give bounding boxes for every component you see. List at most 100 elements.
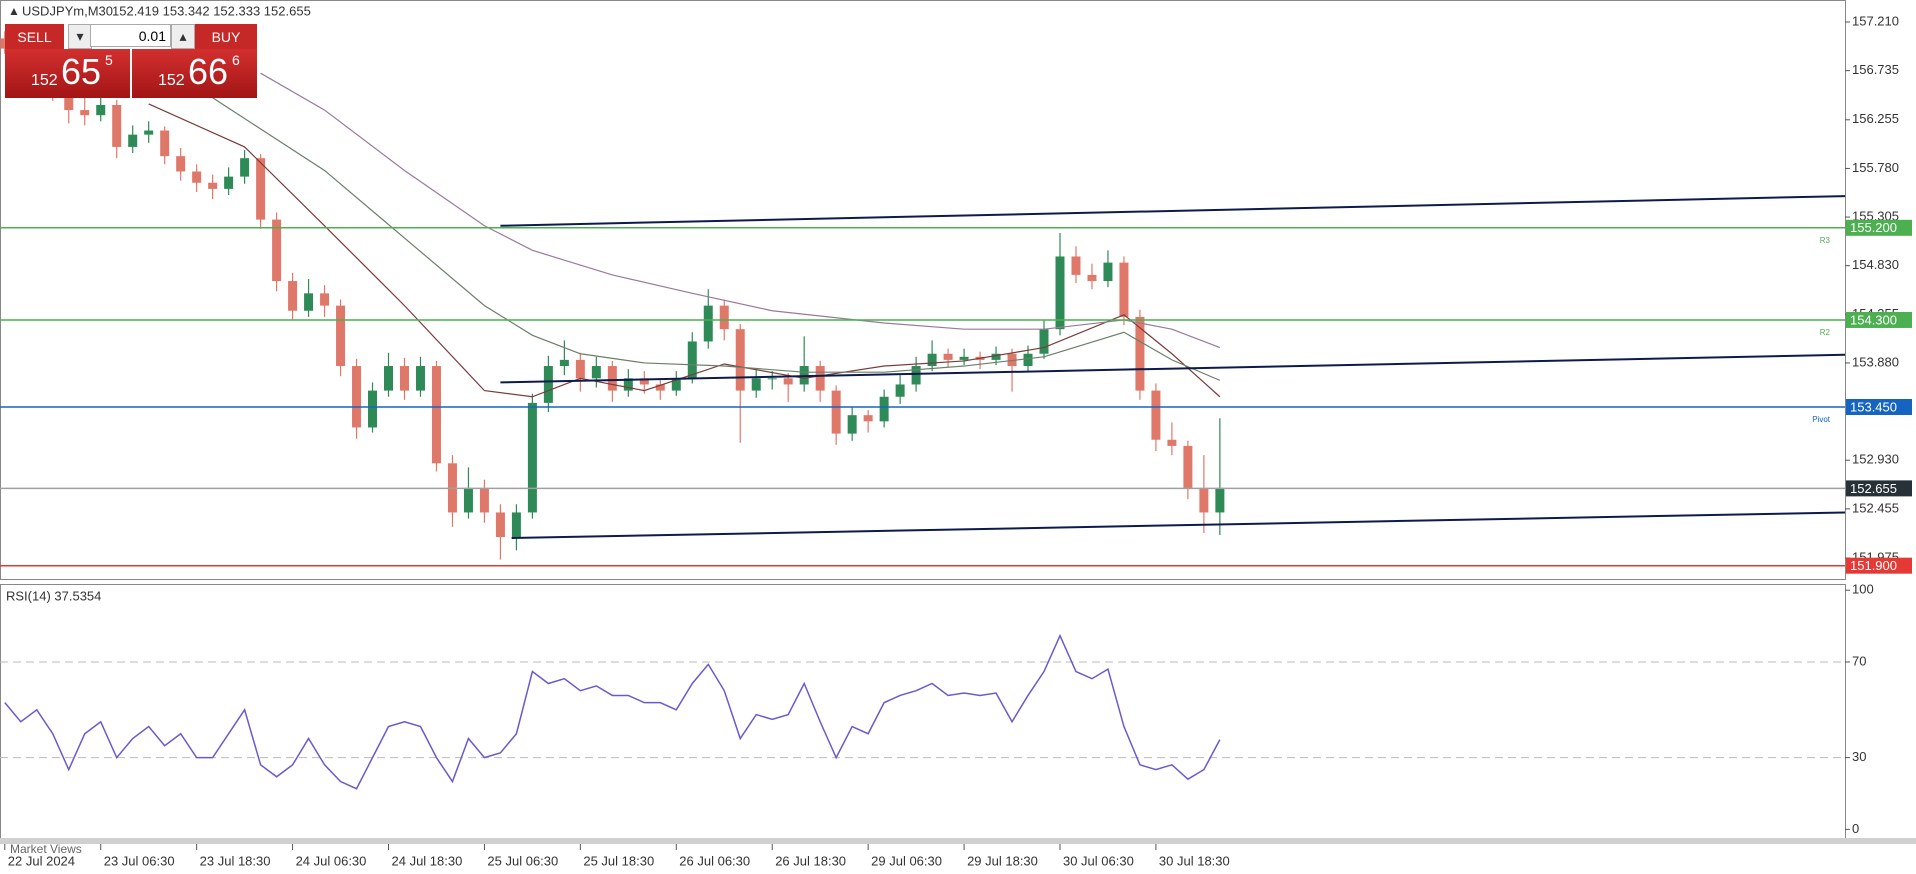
- candle-body: [208, 182, 218, 189]
- candle-body: [927, 353, 937, 367]
- candle-body: [575, 359, 585, 379]
- candle-body: [272, 219, 282, 282]
- candle-body: [1007, 353, 1017, 367]
- candle-body: [0, 38, 10, 49]
- candle-body: [1055, 256, 1065, 330]
- candle-body: [1151, 390, 1161, 440]
- tab-bar: [0, 838, 1916, 844]
- candle-body: [671, 378, 681, 391]
- moving-average: [148, 103, 1221, 398]
- x-tick-label: 23 Jul 18:30: [200, 853, 271, 868]
- candle-body: [240, 158, 250, 177]
- y-tick-label: 152.930: [1852, 452, 1899, 467]
- sell-price[interactable]: 152 65 5: [5, 49, 130, 98]
- candle-body: [384, 366, 394, 391]
- x-tick-label: 23 Jul 06:30: [104, 853, 175, 868]
- x-tick-label: 30 Jul 06:30: [1063, 853, 1134, 868]
- candle-body: [352, 366, 362, 428]
- candle-body: [943, 353, 953, 360]
- trendline: [500, 353, 1846, 384]
- lot-up[interactable]: ▴: [171, 24, 195, 49]
- candle-body: [639, 378, 649, 385]
- header-arrow: ▲: [8, 4, 20, 18]
- candle-body: [607, 366, 617, 391]
- candle-body: [144, 130, 154, 135]
- candle-body: [96, 104, 106, 116]
- moving-average: [212, 97, 1221, 381]
- level-label: 154.300: [1850, 312, 1897, 327]
- level-label: 152.655: [1850, 481, 1897, 496]
- candle-body: [256, 158, 266, 220]
- level-tag: Pivot: [1812, 415, 1831, 424]
- level-label-box: [1846, 557, 1912, 574]
- candle-body: [623, 378, 633, 391]
- candle-body: [543, 366, 553, 403]
- y-tick-label: 154.830: [1852, 257, 1899, 272]
- candle-body: [415, 366, 425, 391]
- y-tick-label: 156.735: [1852, 62, 1899, 77]
- candle-body: [1167, 439, 1177, 446]
- x-tick-label: 26 Jul 06:30: [679, 853, 750, 868]
- candle-body: [783, 378, 793, 385]
- level-label: 151.900: [1850, 558, 1897, 573]
- candle-body: [847, 415, 857, 434]
- level-label: 155.200: [1850, 220, 1897, 235]
- candle-body: [431, 366, 441, 464]
- level-label-box: [1846, 219, 1912, 236]
- candle-body: [1199, 487, 1209, 513]
- y-tick-label: 70: [1852, 653, 1866, 668]
- lot-input[interactable]: 0.01: [90, 24, 171, 47]
- candle-body: [288, 281, 298, 311]
- candle-body: [80, 110, 90, 116]
- candle-body: [1119, 262, 1129, 317]
- level-label-box: [1846, 311, 1912, 328]
- lot-down[interactable]: ▾: [68, 24, 92, 49]
- candle-body: [399, 366, 409, 391]
- candle-body: [1071, 256, 1081, 275]
- candle-body: [895, 384, 905, 397]
- x-tick-label: 30 Jul 18:30: [1159, 853, 1230, 868]
- candle-body: [176, 156, 186, 172]
- candle-body: [224, 176, 234, 189]
- y-tick-label: 30: [1852, 749, 1866, 764]
- y-tick-label: 157.210: [1852, 13, 1899, 28]
- x-tick-label: 25 Jul 06:30: [487, 853, 558, 868]
- y-tick-label: 156.255: [1852, 111, 1899, 126]
- candle-body: [1087, 274, 1097, 282]
- candle-body: [304, 293, 314, 311]
- candle-body: [1215, 487, 1225, 513]
- price-pane: [0, 0, 1846, 580]
- sell-button[interactable]: SELL: [5, 24, 64, 49]
- candle-body: [767, 378, 777, 380]
- level-label-box: [1846, 398, 1912, 415]
- fraction: 5: [105, 52, 113, 68]
- candle-body: [831, 390, 841, 434]
- candle-body: [112, 104, 122, 147]
- candle-body: [1135, 316, 1145, 391]
- buy-button[interactable]: BUY: [195, 24, 257, 49]
- pips: 66: [188, 51, 229, 92]
- level-tag: R2: [1820, 328, 1831, 337]
- level-label-box: [1846, 480, 1912, 497]
- market-views-tab[interactable]: Market Views: [10, 842, 82, 856]
- candle-body: [1103, 262, 1113, 282]
- candle-body: [511, 512, 521, 538]
- rsi-line: [4, 633, 1221, 790]
- x-tick-label: 26 Jul 18:30: [775, 853, 846, 868]
- candle-body: [751, 378, 761, 391]
- y-tick-label: 152.455: [1852, 500, 1899, 515]
- candle-body: [320, 293, 330, 306]
- candle-body: [991, 353, 1001, 360]
- candle-body: [1023, 353, 1033, 367]
- trade-panel: SELL ▾ 0.01 ▴ BUY 152 65 5 152 66 6: [5, 24, 257, 98]
- trendline: [511, 511, 1846, 540]
- big-figure: 152: [31, 72, 58, 89]
- candle-body: [527, 402, 537, 513]
- candle-body: [591, 366, 601, 379]
- candle-body: [1039, 329, 1049, 354]
- buy-price[interactable]: 152 66 6: [132, 49, 257, 98]
- candle-body: [160, 130, 170, 157]
